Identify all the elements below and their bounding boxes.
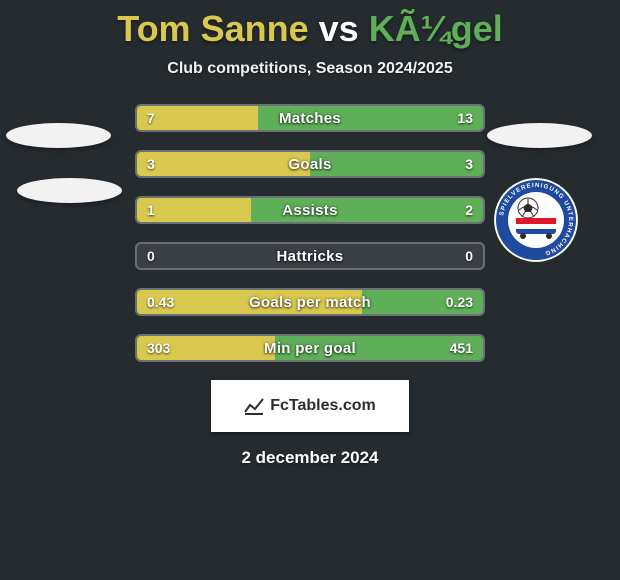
stat-row-min-per-goal: 303451Min per goal <box>135 334 485 362</box>
stat-label: Goals per match <box>137 290 483 314</box>
player1-club-placeholder <box>17 178 122 203</box>
brand-icon <box>244 397 264 415</box>
stat-row-assists: 12Assists <box>135 196 485 224</box>
player2-photo-placeholder <box>487 123 592 148</box>
player1-name: Tom Sanne <box>117 8 308 49</box>
vs-text: vs <box>319 8 359 49</box>
stat-row-hattricks: 00Hattricks <box>135 242 485 270</box>
stat-label: Matches <box>137 106 483 130</box>
player1-photo-placeholder <box>6 123 111 148</box>
comparison-title: Tom Sanne vs KÃ¼gel <box>0 0 620 50</box>
snapshot-date: 2 december 2024 <box>0 448 620 468</box>
brand-card: FcTables.com <box>211 380 409 432</box>
stat-label: Goals <box>137 152 483 176</box>
stat-label: Assists <box>137 198 483 222</box>
subtitle: Club competitions, Season 2024/2025 <box>0 60 620 78</box>
stat-row-goals-per-match: 0.430.23Goals per match <box>135 288 485 316</box>
stat-row-matches: 713Matches <box>135 104 485 132</box>
player2-name: KÃ¼gel <box>369 8 503 49</box>
stat-row-goals: 33Goals <box>135 150 485 178</box>
brand-text: FcTables.com <box>270 397 376 415</box>
stat-label: Hattricks <box>137 244 483 268</box>
player2-club-logo: SPIELVEREINIGUNG UNTERHACHING <box>494 178 578 262</box>
comparison-bars: 713Matches 33Goals 12Assists 00Hattricks 0.4… <box>135 104 485 362</box>
stat-label: Min per goal <box>137 336 483 360</box>
